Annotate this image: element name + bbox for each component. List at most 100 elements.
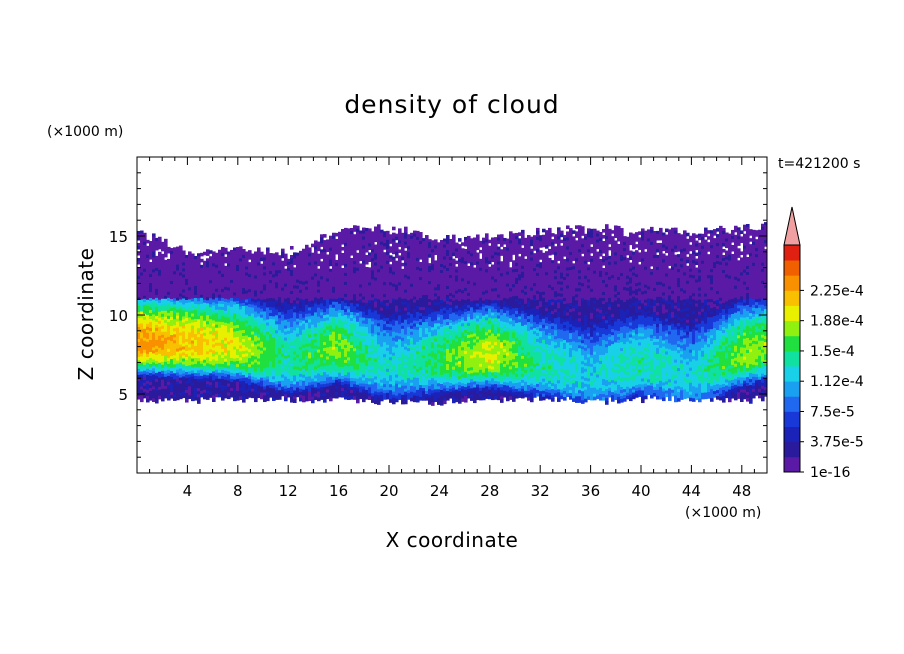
density-cell xyxy=(422,253,426,257)
density-cell xyxy=(323,300,327,304)
density-cell xyxy=(356,225,360,230)
density-cell xyxy=(266,397,270,402)
density-cell xyxy=(188,299,192,304)
density-cell xyxy=(410,292,414,297)
density-cell xyxy=(419,382,423,386)
density-cell xyxy=(416,386,420,391)
density-cell xyxy=(269,301,273,305)
density-cell xyxy=(377,287,381,291)
density-cell xyxy=(302,326,306,331)
density-cell xyxy=(314,351,318,356)
density-cell xyxy=(179,368,183,373)
density-cell xyxy=(218,294,222,299)
density-cell xyxy=(338,249,342,254)
density-cell xyxy=(329,256,333,261)
density-cell xyxy=(338,384,342,389)
density-cell xyxy=(140,332,144,337)
density-cell xyxy=(359,248,363,253)
density-cell xyxy=(413,395,417,400)
density-cell xyxy=(374,289,378,294)
density-cell xyxy=(410,268,414,273)
density-cell xyxy=(311,294,315,299)
density-cell xyxy=(344,368,348,373)
density-cell xyxy=(185,344,189,349)
density-cell xyxy=(155,375,159,380)
density-cell xyxy=(251,343,255,348)
density-cell xyxy=(263,293,267,298)
density-cell xyxy=(161,349,165,354)
density-cell xyxy=(230,270,234,275)
density-cell xyxy=(233,247,237,252)
density-cell xyxy=(359,380,363,385)
density-cell xyxy=(185,299,189,304)
density-cell xyxy=(353,321,357,325)
density-cell xyxy=(137,329,141,334)
density-cell xyxy=(362,305,366,310)
density-cell xyxy=(338,336,342,341)
density-cell xyxy=(152,329,156,334)
density-cell xyxy=(245,338,249,343)
density-cell xyxy=(308,349,312,354)
density-cell xyxy=(392,238,396,243)
density-cell xyxy=(317,241,321,246)
density-cell xyxy=(224,247,228,252)
density-cell xyxy=(170,308,174,312)
density-cell xyxy=(161,313,165,318)
density-cell xyxy=(344,380,348,385)
density-cell xyxy=(338,360,342,365)
density-cell xyxy=(224,283,228,288)
density-cell xyxy=(383,237,387,241)
density-cell xyxy=(293,255,297,259)
density-cell xyxy=(221,312,225,317)
density-cell xyxy=(269,313,273,317)
density-cell xyxy=(257,337,261,342)
density-cell xyxy=(227,287,231,292)
density-cell xyxy=(341,342,345,347)
density-cell xyxy=(218,375,222,380)
density-cell xyxy=(248,280,252,284)
density-cell xyxy=(398,249,402,253)
density-cell xyxy=(287,264,291,269)
density-cell xyxy=(350,395,354,400)
density-cell xyxy=(338,279,342,284)
density-cell xyxy=(209,385,213,389)
density-cell xyxy=(281,296,285,301)
density-cell xyxy=(248,379,252,383)
density-cell xyxy=(191,361,195,366)
density-cell xyxy=(242,332,246,337)
density-cell xyxy=(287,312,291,317)
density-cell xyxy=(323,387,327,391)
density-cell xyxy=(383,303,387,307)
density-cell xyxy=(209,343,213,347)
density-cell xyxy=(311,315,315,320)
density-cell xyxy=(284,301,288,306)
density-cell xyxy=(362,311,366,316)
density-cell xyxy=(161,388,165,393)
density-cell xyxy=(203,392,207,397)
density-cell xyxy=(263,377,267,382)
density-cell xyxy=(224,250,228,255)
density-cell xyxy=(362,374,366,379)
density-cell xyxy=(281,371,285,376)
density-cell xyxy=(407,246,411,250)
density-cell xyxy=(158,245,162,250)
density-cell xyxy=(230,309,234,314)
density-cell xyxy=(371,261,375,265)
density-cell xyxy=(149,337,153,341)
density-cell xyxy=(323,312,327,316)
density-cell xyxy=(170,380,174,384)
density-cell xyxy=(422,262,426,266)
density-cell xyxy=(371,297,375,301)
density-cell xyxy=(158,260,162,265)
density-cell xyxy=(263,260,267,265)
density-cell xyxy=(227,383,231,388)
density-cell xyxy=(206,369,210,373)
density-cell xyxy=(221,384,225,389)
density-cell xyxy=(356,300,360,305)
density-cell xyxy=(356,273,360,278)
density-cell xyxy=(422,310,426,314)
density-cell xyxy=(251,358,255,363)
density-cell xyxy=(152,335,156,340)
density-cell xyxy=(395,263,399,268)
density-cell xyxy=(194,327,198,332)
